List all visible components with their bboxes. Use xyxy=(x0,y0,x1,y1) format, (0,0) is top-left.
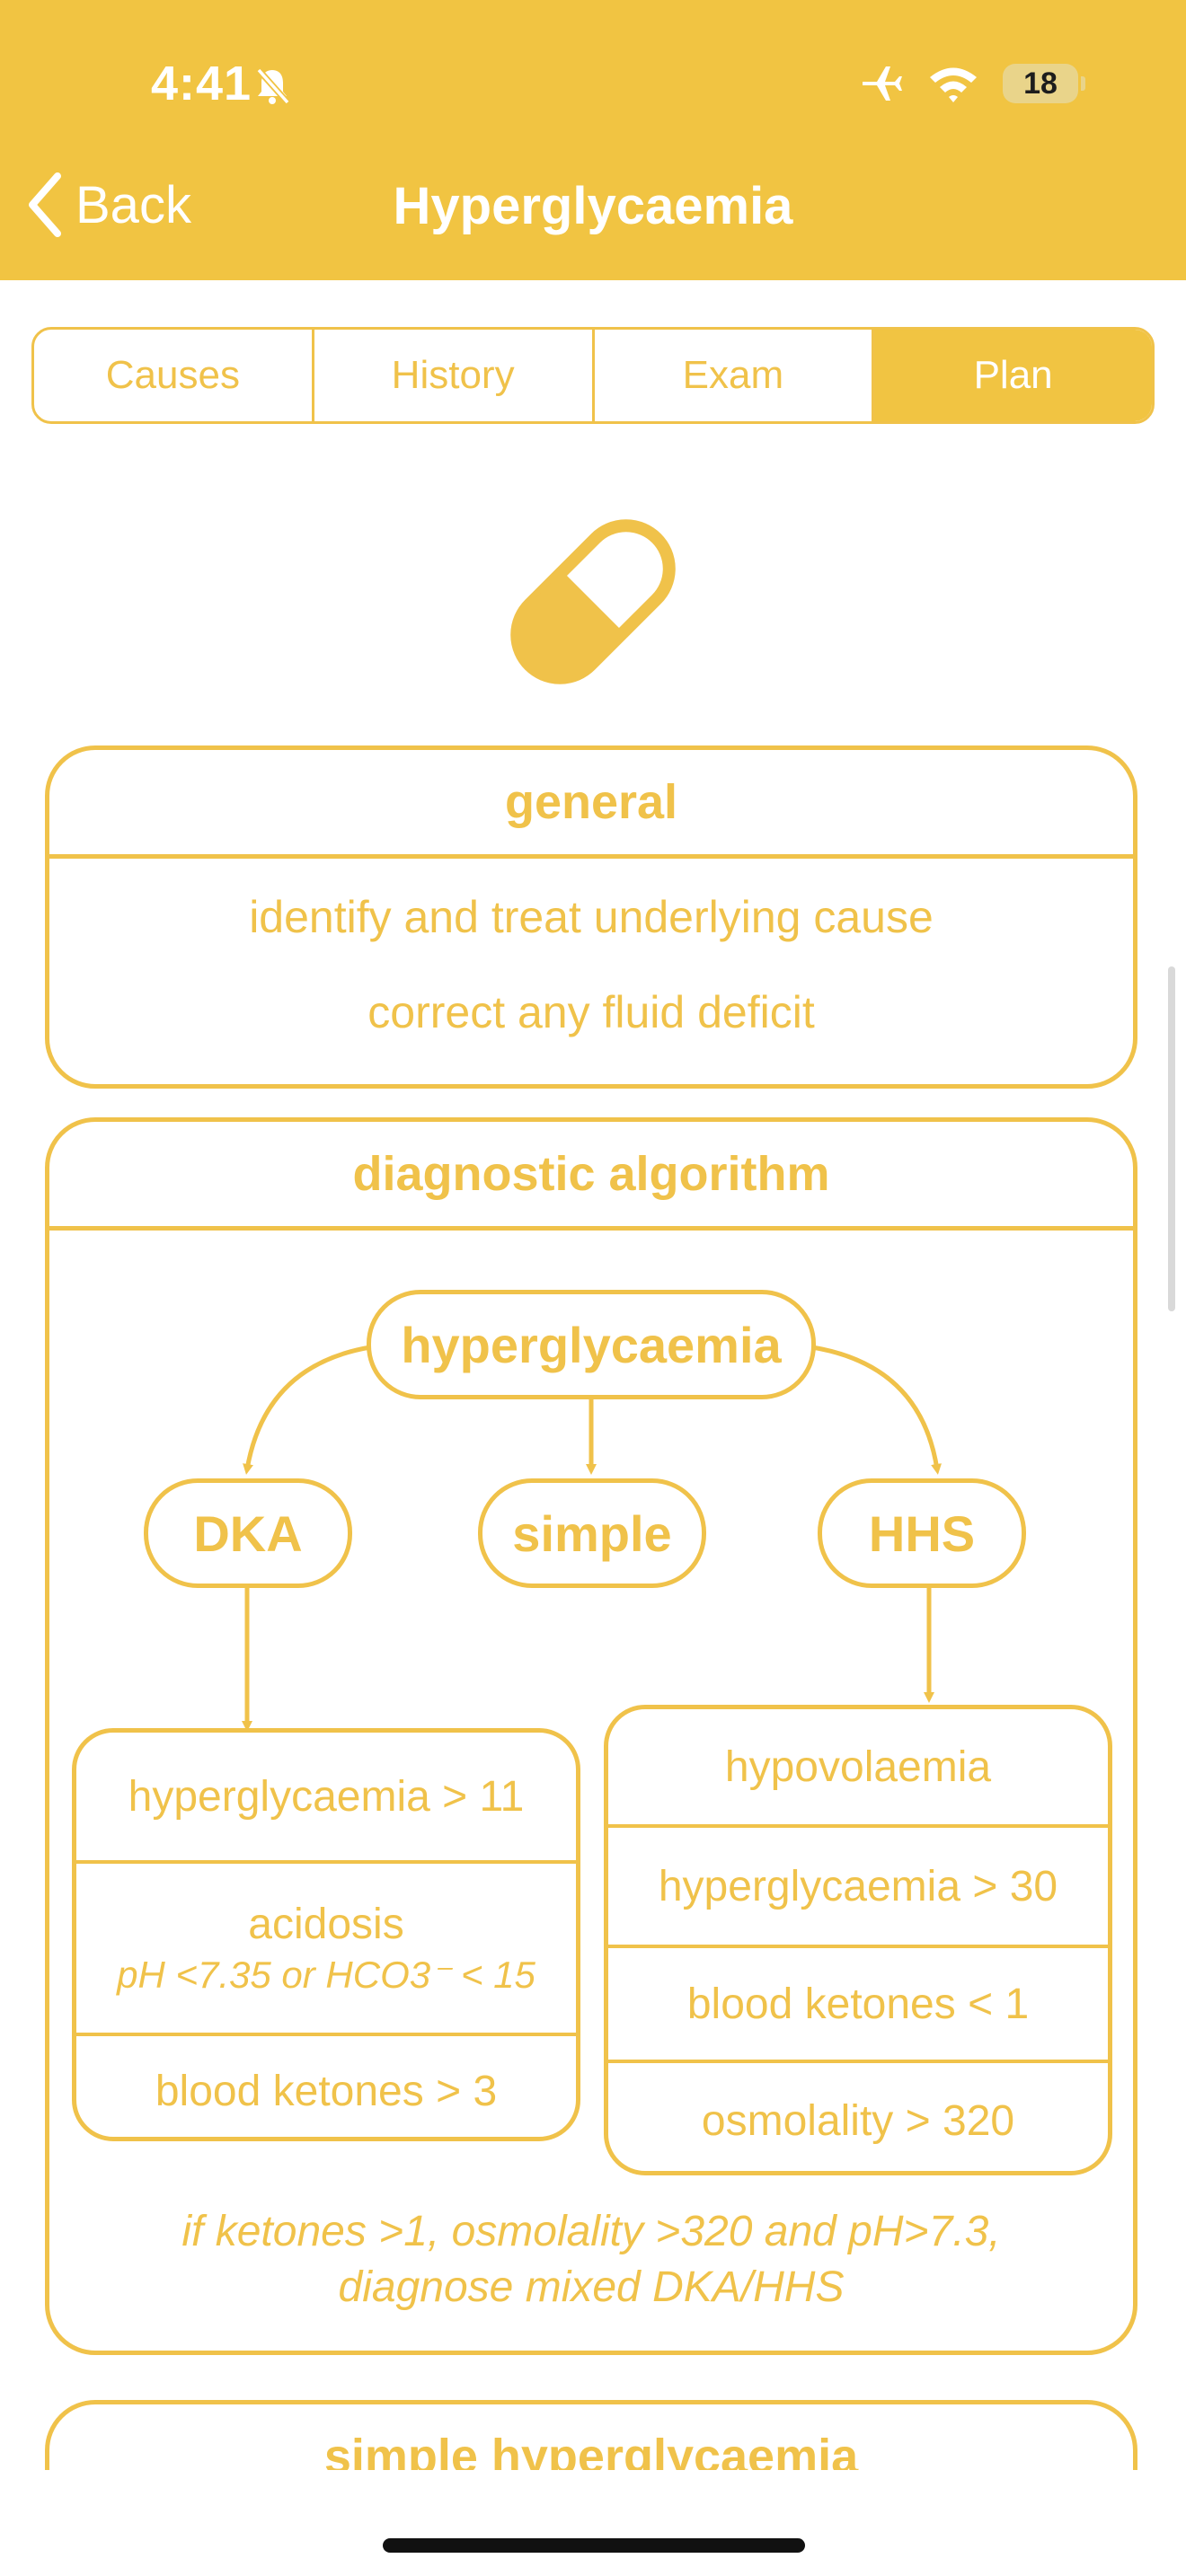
status-icons: 18 xyxy=(859,63,1085,104)
dka-criterion: hyperglycaemia > 11 xyxy=(76,1733,576,1864)
dka-criterion: acidosis pH <7.35 or HCO3⁻ < 15 xyxy=(76,1864,576,2036)
general-item-1: identify and treat underlying cause xyxy=(249,892,934,942)
simple-hyperglycaemia-card: simple hyperglycaemia xyxy=(45,2400,1137,2470)
node-hyperglycaemia: hyperglycaemia xyxy=(367,1290,816,1399)
chevron-left-icon xyxy=(29,172,61,237)
general-card: general identify and treat underlying ca… xyxy=(45,745,1137,1089)
node-dka: DKA xyxy=(144,1478,352,1588)
general-item-2: correct any fluid deficit xyxy=(367,987,815,1037)
silent-bell-icon xyxy=(256,67,290,105)
hhs-criterion: hypovolaemia xyxy=(608,1709,1108,1828)
scrollbar[interactable] xyxy=(1168,966,1175,1311)
pill-icon xyxy=(510,519,676,684)
wifi-icon xyxy=(930,67,977,102)
dka-criterion-detail: pH <7.35 or HCO3⁻ < 15 xyxy=(117,1954,535,1996)
back-label: Back xyxy=(75,175,191,234)
arrow-root-hhs xyxy=(811,1345,943,1475)
hhs-criterion: osmolality > 320 xyxy=(701,2096,1015,2145)
nav-header: 4:41 18 Back Hyperglycaemia xyxy=(0,0,1186,280)
node-simple: simple xyxy=(478,1478,706,1588)
hhs-criteria-box: hypovolaemia hyperglycaemia > 30 blood k… xyxy=(604,1705,1112,2175)
tab-causes[interactable]: Causes xyxy=(34,330,314,421)
home-indicator[interactable] xyxy=(383,2538,805,2553)
general-title: general xyxy=(49,750,1133,859)
mixed-dka-hhs-note: if ketones >1, osmolality >320 and pH>7.… xyxy=(181,2208,1001,2311)
airplane-icon xyxy=(863,66,902,101)
tab-history[interactable]: History xyxy=(314,330,595,421)
arrow-root-dka xyxy=(243,1345,371,1475)
hhs-criterion: blood ketones < 1 xyxy=(608,1948,1108,2063)
simple-hyperglycaemia-title: simple hyperglycaemia xyxy=(323,2430,859,2470)
algorithm-title: diagnostic algorithm xyxy=(49,1122,1133,1231)
status-time: 4:41 xyxy=(151,57,252,110)
node-hhs: HHS xyxy=(818,1478,1026,1588)
back-button[interactable]: Back xyxy=(27,172,191,237)
tab-plan[interactable]: Plan xyxy=(874,330,1152,421)
tab-exam[interactable]: Exam xyxy=(595,330,875,421)
segment-tabs: Causes History Exam Plan xyxy=(31,327,1155,424)
page-title: Hyperglycaemia xyxy=(393,177,793,235)
dka-criterion: blood ketones > 3 xyxy=(155,2067,498,2115)
dka-criteria-box: hyperglycaemia > 11 acidosis pH <7.35 or… xyxy=(72,1728,580,2141)
battery-indicator: 18 xyxy=(1003,64,1085,103)
next-section-clip: simple hyperglycaemia xyxy=(0,2389,1186,2470)
hhs-criterion: hyperglycaemia > 30 xyxy=(608,1828,1108,1948)
